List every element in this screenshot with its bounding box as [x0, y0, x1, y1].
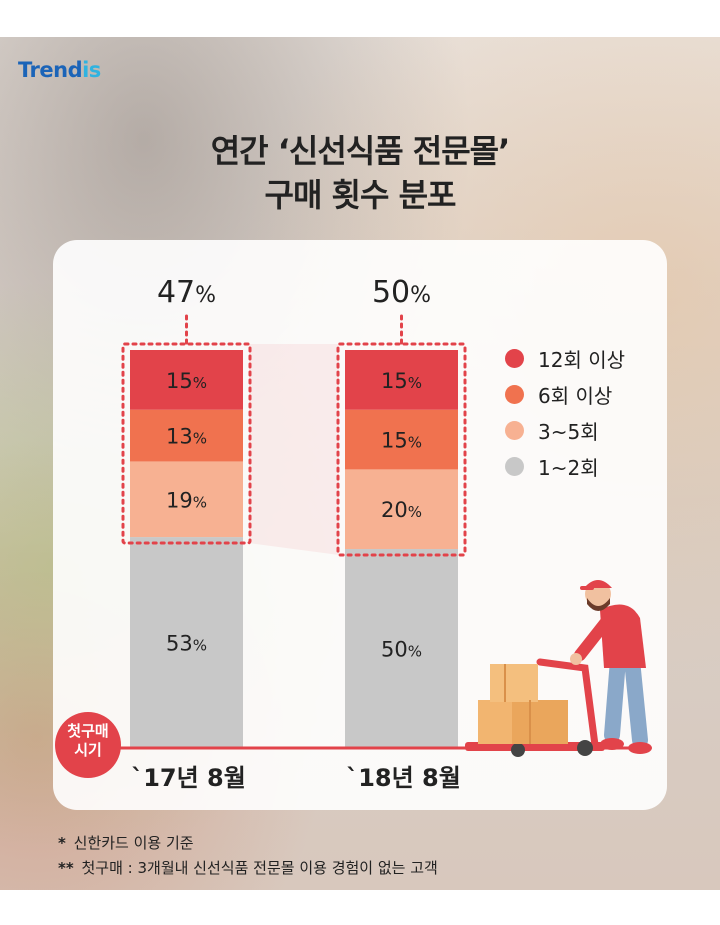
data-label-1-1: 53% — [166, 632, 207, 656]
cart-platform — [465, 742, 605, 751]
legend-label-2: 6회 이상 — [538, 383, 613, 408]
footnote-2-marker: ** — [58, 859, 74, 877]
baseline-label-badge — [55, 712, 121, 778]
chart-title: 연간 ‘신선식품 전문몰’ — [210, 132, 511, 170]
total-label-2: 50% — [372, 275, 431, 310]
delivery-illustration — [465, 580, 652, 757]
category-label-2: `18년 8월 — [346, 764, 461, 792]
data-label-2-2: 20% — [381, 498, 422, 522]
person-cap-brim — [580, 586, 594, 590]
baseline-label-line-1: 첫구매 — [67, 722, 108, 740]
footnote-1-text: 신한카드 이용 기준 — [73, 834, 194, 852]
bar-1-segment-3 — [130, 409, 243, 462]
legend-swatch-4 — [505, 456, 524, 476]
highlight-box-1 — [121, 342, 252, 545]
bar-1-segment-4 — [130, 350, 243, 410]
data-label-2-3: 15% — [381, 429, 422, 453]
cart-wheel-right — [577, 740, 593, 756]
data-label-2-4: 15% — [381, 369, 422, 393]
footnote-2: ** 첫구매 : 3개월내 신선식품 전문몰 이용 경험이 없는 고객 — [58, 857, 438, 878]
box-2 — [512, 700, 568, 744]
data-label-2-1: 50% — [381, 638, 422, 662]
highlight-connector — [249, 344, 339, 555]
legend-item-3: 3~5회 — [505, 412, 625, 448]
person-beard — [587, 598, 610, 611]
bar-1-segment-1 — [130, 537, 243, 748]
footnote-1: * 신한카드 이용 기준 — [58, 832, 194, 853]
bar-2-segment-3 — [345, 409, 458, 470]
legend-swatch-1 — [505, 348, 524, 368]
baseline-label-line-2: 시기 — [74, 741, 102, 759]
data-label-1-2: 19% — [166, 488, 207, 512]
cart-wheel-left — [511, 743, 525, 757]
brand-logo: Trendis — [18, 58, 101, 82]
legend-swatch-2 — [505, 384, 524, 404]
box-3 — [490, 664, 538, 702]
brand-logo-main: Trend — [18, 58, 83, 82]
person-shoe-right — [628, 742, 652, 754]
data-label-1-3: 13% — [166, 425, 207, 449]
legend-label-1: 12회 이상 — [538, 347, 626, 372]
person-legs — [604, 652, 648, 748]
bar-2-segment-4 — [345, 350, 458, 410]
person-shoe-left — [600, 738, 624, 750]
bar-2-segment-1 — [345, 549, 458, 748]
data-label-1-4: 15% — [166, 369, 207, 393]
footnote-2-text: 첫구매 : 3개월내 신선식품 전문몰 이용 경험이 없는 고객 — [81, 859, 438, 877]
legend-label-4: 1~2회 — [538, 455, 599, 480]
legend-item-4: 1~2회 — [505, 448, 625, 484]
legend-item-2: 6회 이상 — [505, 376, 625, 412]
total-label-1: 47% — [157, 275, 216, 310]
bar-1-segment-2 — [130, 461, 243, 538]
brand-logo-accent: is — [82, 58, 101, 82]
chart-subtitle: 구매 횟수 분포 — [264, 176, 457, 214]
legend-label-3: 3~5회 — [538, 419, 599, 444]
legend-item-1: 12회 이상 — [505, 340, 625, 376]
chart-legend: 12회 이상 6회 이상 3~5회 1~2회 — [505, 340, 625, 484]
footnote-1-marker: * — [58, 834, 66, 852]
person-shirt — [600, 604, 646, 668]
bar-2-segment-2 — [345, 469, 458, 549]
category-label-1: `17년 8월 — [131, 764, 246, 792]
legend-swatch-3 — [505, 420, 524, 440]
cart-handle — [536, 658, 599, 749]
person-arm — [574, 616, 612, 661]
person-hand — [570, 653, 582, 665]
